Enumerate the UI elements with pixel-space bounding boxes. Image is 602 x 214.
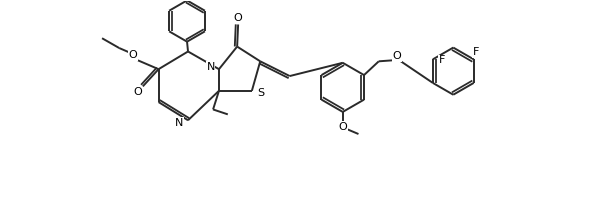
Text: F: F xyxy=(438,55,445,65)
Text: O: O xyxy=(338,122,347,132)
Text: O: O xyxy=(234,13,243,23)
Text: F: F xyxy=(473,47,479,57)
Text: O: O xyxy=(393,51,402,61)
Text: N: N xyxy=(175,118,184,128)
Text: N: N xyxy=(206,62,215,72)
Text: O: O xyxy=(129,51,137,60)
Text: S: S xyxy=(257,88,264,98)
Text: O: O xyxy=(134,87,142,97)
